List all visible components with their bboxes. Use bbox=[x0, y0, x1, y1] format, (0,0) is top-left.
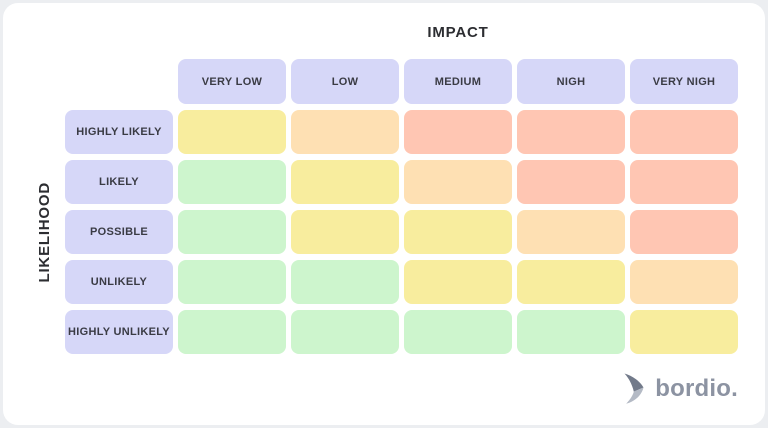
x-axis-title: IMPACT bbox=[427, 24, 489, 41]
matrix-card: IMPACT LIKELIHOOD VERY LOW LOW MEDIUM NIGH V… bbox=[3, 3, 765, 425]
impact-header-low: LOW bbox=[291, 59, 399, 104]
risk-cell-unlikely-nigh-moderate bbox=[517, 260, 625, 304]
risk-cell-unlikely-low-low bbox=[291, 260, 399, 304]
risk-cell-likely-medium-high bbox=[404, 160, 512, 204]
risk-cell-possible-nigh-high bbox=[517, 210, 625, 254]
likelihood-header-highly-likely: HIGHLY LIKELY bbox=[65, 110, 173, 154]
risk-cell-highly-unlikely-low-low bbox=[291, 310, 399, 354]
risk-cell-unlikely-medium-moderate bbox=[404, 260, 512, 304]
risk-cell-highly-likely-medium-extreme bbox=[404, 110, 512, 154]
bordio-logo-text: bordio. bbox=[655, 374, 738, 402]
impact-header-medium: MEDIUM bbox=[404, 59, 512, 104]
impact-header-very-nigh: VERY NIGH bbox=[630, 59, 738, 104]
y-axis-title-label: LIKELIHOOD bbox=[35, 181, 53, 283]
risk-cell-highly-likely-very-nigh-extreme bbox=[630, 110, 738, 154]
likelihood-header-highly-unlikely: HIGHLY UNLIKELY bbox=[65, 310, 173, 354]
likelihood-header-unlikely: UNLIKELY bbox=[65, 260, 173, 304]
risk-cell-unlikely-very-nigh-high bbox=[630, 260, 738, 304]
risk-cell-likely-nigh-extreme bbox=[517, 160, 625, 204]
impact-header-very-low: VERY LOW bbox=[178, 59, 286, 104]
risk-cell-highly-unlikely-nigh-low bbox=[517, 310, 625, 354]
risk-cell-highly-unlikely-medium-low bbox=[404, 310, 512, 354]
risk-cell-likely-very-nigh-extreme bbox=[630, 160, 738, 204]
risk-cell-unlikely-very-low-low bbox=[178, 260, 286, 304]
risk-cell-highly-likely-nigh-extreme bbox=[517, 110, 625, 154]
impact-header-nigh: NIGH bbox=[517, 59, 625, 104]
risk-cell-possible-medium-moderate bbox=[404, 210, 512, 254]
risk-cell-possible-very-low-low bbox=[178, 210, 286, 254]
matrix-corner-spacer bbox=[65, 59, 173, 104]
risk-cell-possible-low-moderate bbox=[291, 210, 399, 254]
risk-cell-likely-low-moderate bbox=[291, 160, 399, 204]
risk-cell-highly-likely-low-high bbox=[291, 110, 399, 154]
risk-cell-highly-unlikely-very-low-low bbox=[178, 310, 286, 354]
y-axis-title: LIKELIHOOD bbox=[29, 110, 59, 354]
risk-cell-highly-unlikely-very-nigh-moderate bbox=[630, 310, 738, 354]
risk-cell-possible-very-nigh-extreme bbox=[630, 210, 738, 254]
bordio-chevron-icon bbox=[624, 373, 644, 404]
risk-cell-highly-likely-very-low-moderate bbox=[178, 110, 286, 154]
likelihood-header-likely: LIKELY bbox=[65, 160, 173, 204]
risk-cell-likely-very-low-low bbox=[178, 160, 286, 204]
bordio-logo: bordio. bbox=[622, 373, 738, 404]
risk-matrix-grid: VERY LOW LOW MEDIUM NIGH VERY NIGH HIGHLY LIK… bbox=[65, 59, 738, 354]
likelihood-header-possible: POSSIBLE bbox=[65, 210, 173, 254]
